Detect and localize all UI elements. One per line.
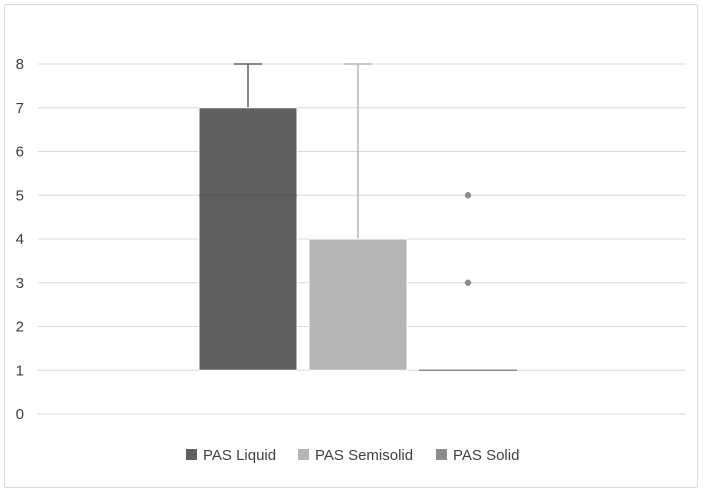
box — [308, 238, 408, 371]
y-tick-label: 1 — [16, 362, 24, 379]
y-tick-label: 8 — [16, 56, 24, 73]
outlier-point — [464, 279, 472, 286]
legend-swatch — [436, 449, 447, 460]
legend-label: PAS Semisolid — [315, 447, 413, 464]
legend-swatch — [186, 449, 197, 460]
legend-label: PAS Solid — [453, 447, 519, 464]
y-tick-label: 4 — [16, 231, 24, 248]
y-tick-label: 0 — [16, 406, 24, 423]
outlier-point — [464, 192, 472, 199]
y-tick-label: 5 — [16, 187, 24, 204]
y-tick-label: 6 — [16, 144, 24, 161]
box — [198, 107, 298, 371]
legend-swatch — [298, 449, 309, 460]
y-tick-label: 7 — [16, 100, 24, 117]
legend-label: PAS Liquid — [203, 447, 276, 464]
y-tick-label: 3 — [16, 275, 24, 292]
y-tick-label: 2 — [16, 319, 24, 336]
